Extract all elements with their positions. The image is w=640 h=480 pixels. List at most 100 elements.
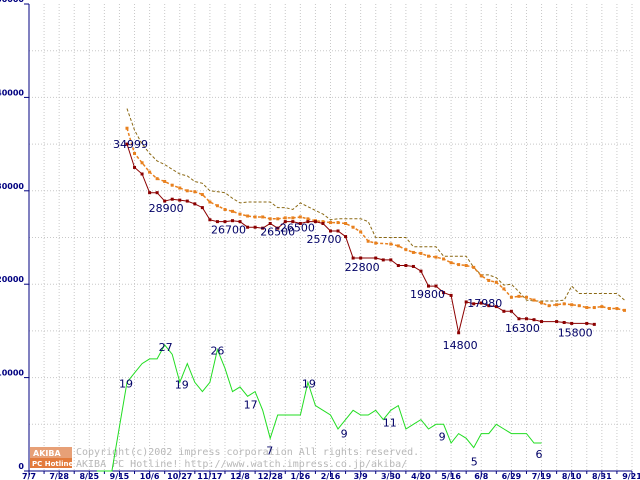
- y-tick-label: 30000: [0, 182, 24, 191]
- data-point-average: [502, 287, 506, 291]
- data-point-min: [434, 284, 438, 288]
- copyright-text: Copyright(c)2002 impress corporation All…: [76, 447, 419, 458]
- data-point-average: [223, 207, 227, 211]
- data-label-shops: 17: [244, 398, 258, 411]
- x-tick-label: 8/10: [562, 472, 582, 480]
- data-point-min: [494, 305, 498, 309]
- data-point-average: [396, 244, 400, 248]
- data-point-average: [155, 177, 159, 181]
- y-tick-label: 0: [18, 462, 24, 471]
- data-point-min: [253, 225, 257, 229]
- data-point-average: [298, 215, 302, 219]
- akiba-logo-top-text: AKIBA: [33, 449, 61, 458]
- data-point-average: [457, 263, 461, 267]
- axes: [24, 3, 633, 477]
- data-label-shops: 19: [119, 377, 133, 390]
- data-point-average: [442, 257, 446, 261]
- data-point-average: [359, 230, 363, 234]
- data-point-min: [344, 235, 348, 239]
- data-point-min: [178, 198, 182, 202]
- x-tick-label: 9/21: [622, 472, 640, 480]
- data-point-average: [585, 306, 589, 310]
- data-point-min: [268, 221, 272, 225]
- data-point-average: [449, 261, 453, 265]
- data-point-min: [140, 172, 144, 176]
- data-point-min: [261, 226, 265, 230]
- x-tick-label: 12/8: [230, 472, 250, 480]
- data-point-average: [125, 126, 129, 130]
- data-label-shops: 5: [471, 456, 478, 469]
- data-point-average: [140, 161, 144, 165]
- x-tick-label: 5/16: [441, 472, 461, 480]
- data-point-min: [163, 199, 167, 203]
- data-label-shops: 19: [302, 377, 316, 390]
- data-point-average: [615, 306, 619, 310]
- watermark: AKIBA PC Hotline Copyright(c)2002 impres…: [30, 447, 419, 470]
- data-label-shops: 7: [266, 444, 273, 457]
- data-label-min: 22800: [345, 261, 380, 274]
- data-point-average: [411, 250, 415, 254]
- x-tick-label: 8/25: [79, 472, 99, 480]
- x-tick-label: 6/29: [502, 472, 522, 480]
- series-line-shops: [96, 343, 542, 472]
- data-point-average: [524, 295, 528, 299]
- data-point-min: [313, 220, 317, 224]
- data-label-min: 34999: [113, 138, 148, 151]
- data-point-min: [502, 309, 506, 313]
- data-point-average: [622, 308, 626, 312]
- data-point-average: [178, 186, 182, 190]
- data-point-average: [208, 200, 212, 204]
- data-point-average: [321, 220, 325, 224]
- data-point-average: [351, 225, 355, 229]
- x-tick-label: 2/16: [321, 472, 341, 480]
- data-point-average: [261, 215, 265, 219]
- data-point-min: [472, 302, 476, 306]
- data-point-average: [509, 295, 513, 299]
- data-point-average: [487, 278, 491, 282]
- data-point-min: [411, 264, 415, 268]
- data-point-average: [577, 304, 581, 308]
- data-point-min: [524, 317, 528, 321]
- data-point-average: [426, 254, 430, 258]
- data-point-average: [555, 303, 559, 307]
- data-point-min: [215, 220, 219, 224]
- data-label-min: 26500: [260, 225, 295, 238]
- data-point-min: [509, 309, 513, 313]
- data-point-min: [374, 256, 378, 260]
- x-tick-label: 4/20: [411, 472, 431, 480]
- data-point-min: [223, 220, 227, 224]
- data-point-average: [148, 170, 152, 174]
- data-label-min: 19800: [410, 288, 445, 301]
- data-point-min: [238, 220, 242, 224]
- data-point-min: [208, 218, 212, 222]
- data-point-min: [592, 322, 596, 326]
- akiba-logo-bottom-text: PC Hotline: [32, 460, 74, 468]
- data-point-min: [585, 321, 589, 325]
- x-tick-label: 10/6: [140, 472, 160, 480]
- series-line-max: [126, 108, 625, 302]
- y-tick-label: 40000: [0, 88, 24, 97]
- data-label-min: 25700: [307, 233, 342, 246]
- data-point-average: [246, 214, 250, 218]
- akiba-logo-bottom: [30, 458, 72, 468]
- data-point-average: [170, 183, 174, 187]
- x-tick-label: 10/27: [167, 472, 192, 480]
- data-point-min: [570, 321, 574, 325]
- data-point-min: [517, 317, 521, 321]
- data-point-average: [404, 248, 408, 252]
- data-point-min: [555, 320, 559, 324]
- data-point-min: [532, 318, 536, 322]
- data-point-min: [298, 221, 302, 225]
- data-point-average: [494, 280, 498, 284]
- data-point-min: [487, 304, 491, 308]
- data-point-min: [125, 142, 129, 146]
- data-label-shops: 9: [341, 428, 348, 441]
- data-point-min: [155, 191, 159, 195]
- data-point-average: [389, 242, 393, 246]
- data-point-average: [268, 217, 272, 221]
- x-tick-label: 9/15: [110, 472, 130, 480]
- data-point-average: [253, 215, 257, 219]
- x-tick-label: 1/26: [291, 472, 311, 480]
- data-point-min: [276, 226, 280, 230]
- y-tick-label: 10000: [0, 369, 24, 378]
